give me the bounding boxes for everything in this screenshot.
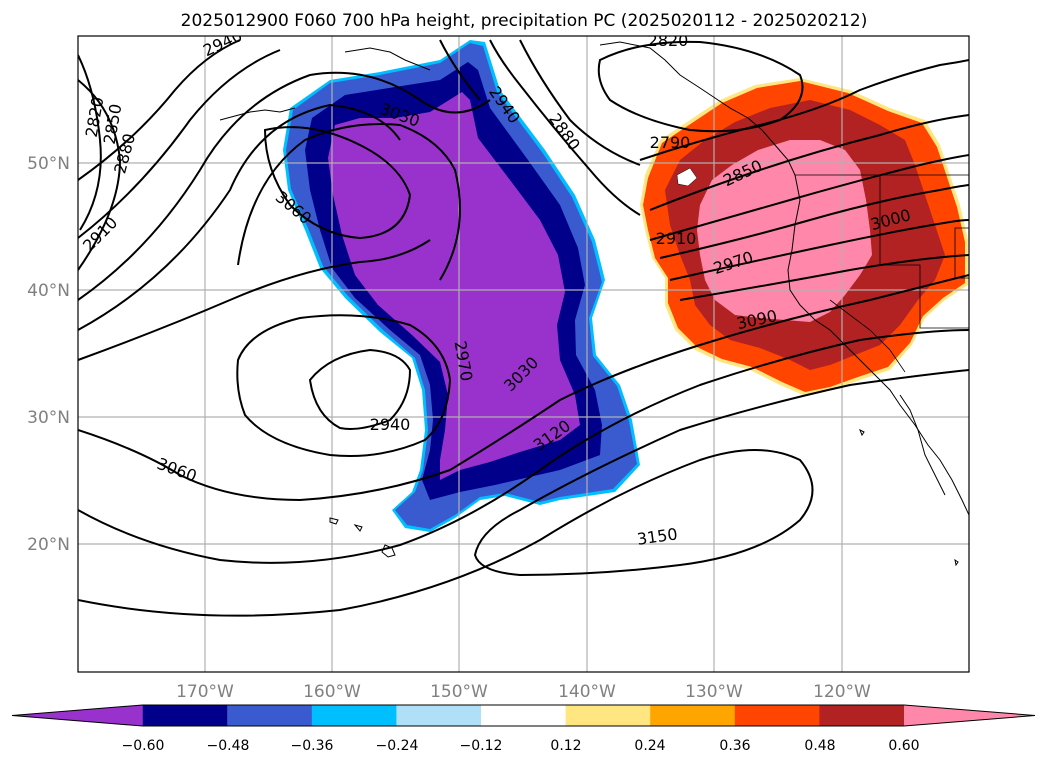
contour-label: 2940 bbox=[370, 415, 411, 434]
lon-label: 150°W bbox=[430, 682, 488, 702]
colorbar-tick-label: 0.60 bbox=[888, 738, 919, 754]
map-frame bbox=[77, 35, 970, 673]
lat-label: 20°N bbox=[27, 535, 70, 555]
colorbar-tick-label: −0.36 bbox=[291, 738, 334, 754]
colorbar-ticks: −0.60 −0.48 −0.36 −0.24 −0.12 0.12 0.24 … bbox=[122, 738, 920, 754]
colorbar-segment bbox=[142, 705, 228, 726]
colorbar-outline bbox=[11, 704, 1036, 727]
lon-label: 140°W bbox=[558, 682, 616, 702]
colorbar-segment bbox=[734, 705, 820, 726]
lon-label: 130°W bbox=[685, 682, 743, 702]
lat-label: 40°N bbox=[27, 281, 70, 301]
colorbar-segment bbox=[396, 705, 482, 726]
colorbar-segment bbox=[650, 705, 736, 726]
longitude-labels: 170°W 160°W 150°W 140°W 130°W 120°W bbox=[176, 682, 871, 702]
coastlines bbox=[219, 41, 969, 567]
colorbar-segment bbox=[819, 705, 905, 726]
colorbar-segment bbox=[311, 705, 397, 726]
positive-anomaly-region bbox=[640, 78, 968, 395]
lon-label: 160°W bbox=[303, 682, 361, 702]
colorbar-tick-label: −0.60 bbox=[122, 738, 165, 754]
contour-label: 2910 bbox=[656, 229, 697, 248]
contour-label: 2820 bbox=[648, 31, 689, 50]
colorbar-tick-label: 0.24 bbox=[634, 738, 665, 754]
colorbar-tick-label: 0.12 bbox=[550, 738, 581, 754]
latitude-labels: 50°N 40°N 30°N 20°N bbox=[27, 154, 70, 555]
colorbar-tick-label: −0.24 bbox=[376, 738, 419, 754]
colorbar-segment bbox=[12, 705, 143, 726]
colorbar-tick-label: −0.48 bbox=[207, 738, 250, 754]
colorbar-tick-label: 0.36 bbox=[719, 738, 750, 754]
colorbar-segment bbox=[227, 705, 313, 726]
map-title: 2025012900 F060 700 hPa height, precipit… bbox=[181, 11, 868, 31]
colorbar-tick-label: 0.48 bbox=[804, 738, 835, 754]
lat-label: 50°N bbox=[27, 154, 70, 174]
lat-label: 30°N bbox=[27, 408, 70, 428]
map-area: 2940 2820 2850 2880 3030 2940 2880 2820 … bbox=[78, 31, 969, 672]
colorbar-segment bbox=[565, 705, 651, 726]
colorbar-tick-label: −0.12 bbox=[460, 738, 503, 754]
grid-lines bbox=[78, 36, 969, 672]
colorbar-segment bbox=[481, 705, 567, 726]
lon-label: 120°W bbox=[813, 682, 871, 702]
height-contours bbox=[78, 39, 969, 617]
lon-label: 170°W bbox=[176, 682, 234, 702]
colorbar bbox=[11, 704, 1036, 727]
colorbar-segment bbox=[904, 705, 1035, 726]
contour-label: 2790 bbox=[650, 133, 691, 152]
